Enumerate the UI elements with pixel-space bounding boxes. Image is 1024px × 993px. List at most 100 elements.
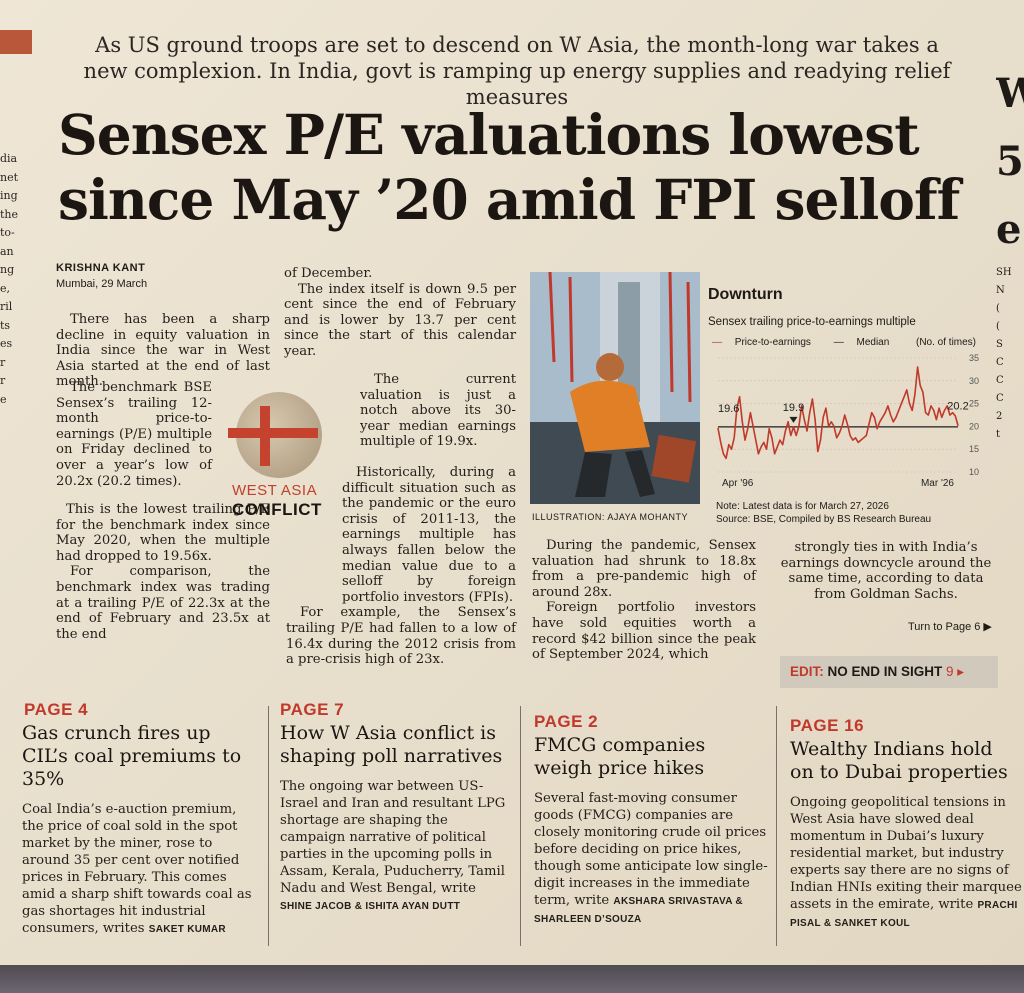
edge-text-fragment: an — [0, 244, 14, 258]
paragraph: There has been a sharp decline in equity… — [56, 312, 270, 390]
logo-line1: WEST ASIA — [232, 482, 318, 499]
edge-text-fragment: es — [0, 337, 13, 350]
right-adjacent-column: W 5 e SH N((S C C C 2 t — [996, 60, 1024, 444]
edge-text-fragment: net — [0, 170, 19, 184]
promo-writer: SAKET KUMAR — [148, 924, 226, 935]
data-point — [844, 414, 846, 416]
data-point — [916, 366, 919, 368]
data-point — [852, 439, 854, 441]
data-point — [814, 418, 816, 421]
promo-page-label: PAGE 2 — [534, 712, 599, 731]
edge-text-fragment: e — [0, 392, 7, 406]
edge-text-fragment: S — [996, 339, 1003, 350]
data-point — [809, 412, 811, 414]
byline: KRISHNA KANT — [56, 262, 146, 274]
data-point — [908, 403, 911, 405]
data-point — [889, 414, 892, 416]
data-point — [838, 432, 840, 434]
edge-text-fragment: ( — [996, 303, 1000, 314]
data-point — [736, 407, 738, 409]
data-point — [898, 409, 900, 412]
data-point — [930, 405, 932, 407]
promo-page2[interactable]: PAGE 2 FMCG companies weigh price hikes … — [534, 712, 768, 928]
data-point — [854, 437, 857, 439]
promo-body: The ongoing war between US-Israel and Ir… — [280, 779, 506, 896]
chart-note: Note: Latest data is for March 27, 2026 — [716, 501, 889, 512]
edge-text-fragment: N — [996, 285, 1005, 296]
edge-text-fragment: ( — [996, 321, 1000, 332]
edit-page: 9 ▸ — [946, 664, 965, 679]
edge-text-fragment: t — [996, 429, 1001, 440]
legend-item-median: — Median — [833, 337, 890, 348]
promo-page16[interactable]: PAGE 16 Wealthy Indians hold on to Dubai… — [790, 716, 1022, 932]
article-col1-para1: There has been a sharp decline in equity… — [56, 312, 270, 390]
article-col4: strongly ties in with India’s earnings d… — [772, 540, 1000, 602]
promo-headline: Gas crunch fires up CIL’s coal premiums … — [22, 722, 242, 790]
data-point — [825, 407, 827, 409]
data-point — [841, 425, 843, 427]
data-point — [925, 412, 927, 414]
data-point — [806, 430, 808, 432]
data-point — [827, 425, 830, 427]
article-col1-para2: The benchmark BSE Sensex’s trailing 12-m… — [56, 380, 212, 489]
promo-divider — [520, 706, 521, 946]
edge-headline-fragment: 5 — [996, 138, 1024, 185]
data-point — [741, 421, 743, 423]
edge-text-fragment: C — [996, 375, 1004, 386]
edge-text-fragment: SH — [996, 267, 1012, 278]
y-tick-label: 35 — [969, 353, 979, 363]
data-point — [738, 396, 741, 398]
edge-headline-fragment: W — [996, 70, 1024, 117]
data-point — [943, 409, 946, 412]
data-point — [795, 434, 797, 437]
data-point — [860, 439, 862, 441]
promo-text: Coal India’s e-auction premium, the pric… — [22, 801, 258, 938]
left-adjacent-column: dia net ing the to-an ng e, ril ts es r r e — [0, 150, 30, 409]
data-point — [787, 421, 789, 423]
data-label: 19.6 — [718, 403, 739, 415]
promo-page4[interactable]: PAGE 4 Gas crunch fires up CIL’s coal pr… — [22, 700, 258, 938]
data-point — [784, 430, 787, 432]
chart-title: Downturn — [708, 286, 783, 303]
chart-source: Source: BSE, Compiled by BS Research Bur… — [716, 514, 932, 525]
data-point — [771, 437, 773, 439]
data-label: 20.2 — [947, 400, 968, 412]
data-point — [830, 421, 832, 423]
data-point — [757, 453, 760, 455]
promo-page-label: PAGE 16 — [790, 716, 865, 735]
paragraph: Foreign portfolio investors have sold eq… — [532, 600, 756, 663]
data-point — [763, 441, 765, 443]
data-point — [720, 441, 722, 443]
article-col3: During the pandemic, Sensex valuation ha… — [532, 538, 756, 663]
west-asia-conflict-logo: WEST ASIA CONFLICT — [224, 386, 336, 522]
promo-page7[interactable]: PAGE 7 How W Asia conflict is shaping po… — [280, 700, 510, 915]
chart-legend: — Price-to-earnings — Median — [712, 337, 909, 348]
data-point — [730, 448, 733, 450]
promo-text: The ongoing war between US-Israel and Ir… — [280, 778, 510, 915]
turn-to-page-link[interactable]: Turn to Page 6 ▶ — [908, 621, 992, 633]
data-point — [933, 409, 935, 412]
paragraph: strongly ties in with India’s earnings d… — [780, 540, 992, 602]
y-tick-label: 15 — [969, 444, 979, 454]
illustration-credit: ILLUSTRATION: AJAYA MOHANTY — [532, 512, 689, 522]
data-point — [881, 416, 884, 418]
data-point — [733, 437, 735, 439]
data-point — [755, 439, 757, 441]
edit-reference-box[interactable]: EDIT: NO END IN SIGHT 9 ▸ — [780, 656, 998, 688]
data-point — [717, 427, 719, 429]
dateline: Mumbai, 29 March — [56, 278, 148, 290]
data-point — [774, 453, 776, 455]
promo-body: Coal India’s e-auction premium, the pric… — [22, 802, 252, 936]
edge-text-fragment: dia — [0, 152, 18, 165]
edge-text-fragment: C — [996, 357, 1004, 368]
cross-bar — [228, 428, 318, 438]
data-point — [927, 414, 929, 416]
legend-label: Price-to-earnings — [734, 337, 811, 348]
edge-text-fragment: to- — [0, 226, 15, 239]
data-point — [863, 437, 865, 439]
data-point — [782, 444, 784, 446]
article-col2-mid: The current valuation is just a notch ab… — [360, 372, 516, 450]
data-point — [957, 424, 959, 427]
x-tick-label: Mar '26 — [921, 478, 954, 489]
data-point — [722, 453, 724, 455]
